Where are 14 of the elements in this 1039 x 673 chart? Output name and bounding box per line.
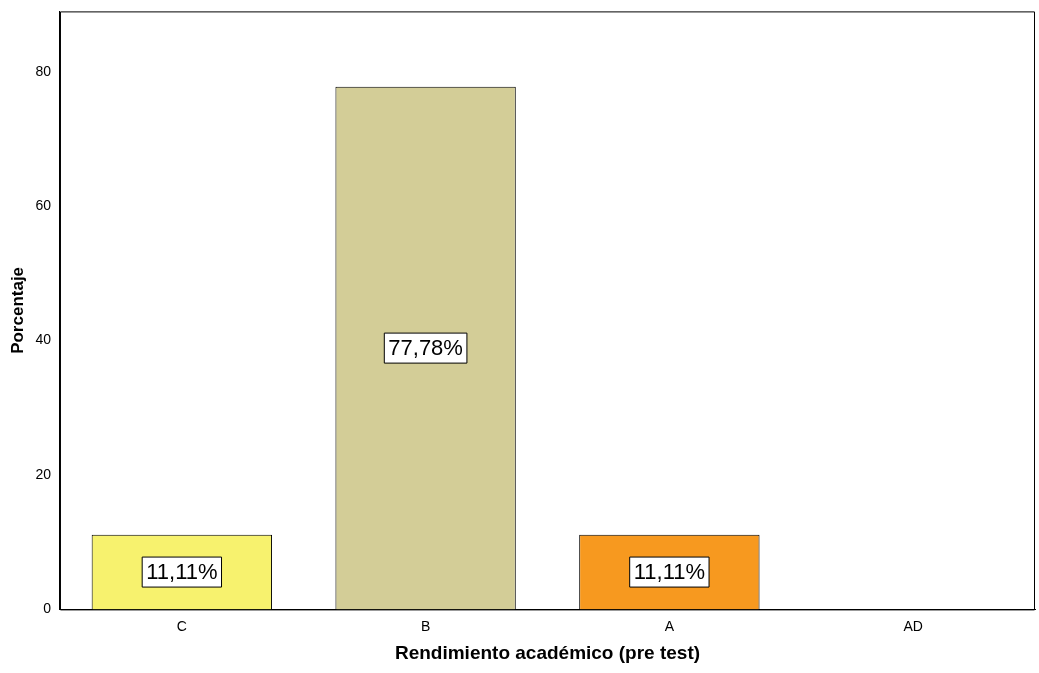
y-tick-label: 20 — [35, 465, 52, 482]
y-tick-label: 0 — [43, 600, 52, 617]
data-label: 11,11% — [633, 559, 706, 585]
x-tick-label: A — [664, 617, 675, 634]
y-tick-label: 80 — [35, 62, 52, 79]
data-label: 77,78% — [388, 335, 463, 361]
data-label: 11,11% — [146, 559, 218, 585]
x-tick-label: AD — [903, 617, 923, 634]
y-tick-label: 60 — [35, 197, 52, 214]
x-axis-title: Rendimiento académico (pre test) — [394, 641, 701, 663]
x-tick-label: B — [420, 617, 431, 634]
y-tick-label: 40 — [35, 331, 52, 348]
x-tick-label: C — [176, 617, 187, 634]
y-axis-title: Porcentaje — [7, 266, 27, 354]
